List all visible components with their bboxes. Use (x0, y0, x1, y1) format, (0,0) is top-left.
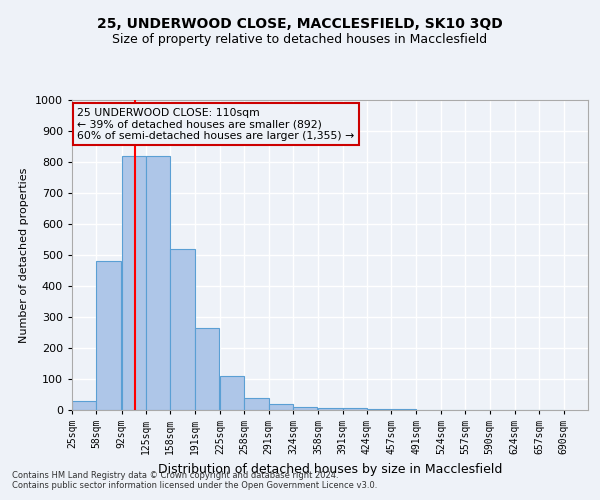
Text: Contains public sector information licensed under the Open Government Licence v3: Contains public sector information licen… (12, 480, 377, 490)
Bar (72, 400, 97, 410)
Bar (244, 398, 269, 410)
Bar (269, 404, 293, 410)
Bar (122, 156, 146, 410)
Text: 25 UNDERWOOD CLOSE: 110sqm
← 39% of detached houses are smaller (892)
60% of sem: 25 UNDERWOOD CLOSE: 110sqm ← 39% of deta… (77, 108, 355, 141)
Bar (97, 261, 121, 410)
X-axis label: Distribution of detached houses by size in Macclesfield: Distribution of detached houses by size … (158, 462, 502, 475)
Text: Contains HM Land Registry data © Crown copyright and database right 2024.: Contains HM Land Registry data © Crown c… (12, 470, 338, 480)
Bar (367, 409, 391, 410)
Bar (146, 156, 170, 410)
Bar (293, 407, 317, 410)
Bar (195, 328, 219, 410)
Text: Size of property relative to detached houses in Macclesfield: Size of property relative to detached ho… (112, 32, 488, 46)
Bar (170, 249, 195, 410)
Text: 25, UNDERWOOD CLOSE, MACCLESFIELD, SK10 3QD: 25, UNDERWOOD CLOSE, MACCLESFIELD, SK10 … (97, 18, 503, 32)
Bar (220, 376, 244, 410)
Bar (343, 408, 367, 410)
Y-axis label: Number of detached properties: Number of detached properties (19, 168, 29, 342)
Bar (318, 408, 343, 410)
